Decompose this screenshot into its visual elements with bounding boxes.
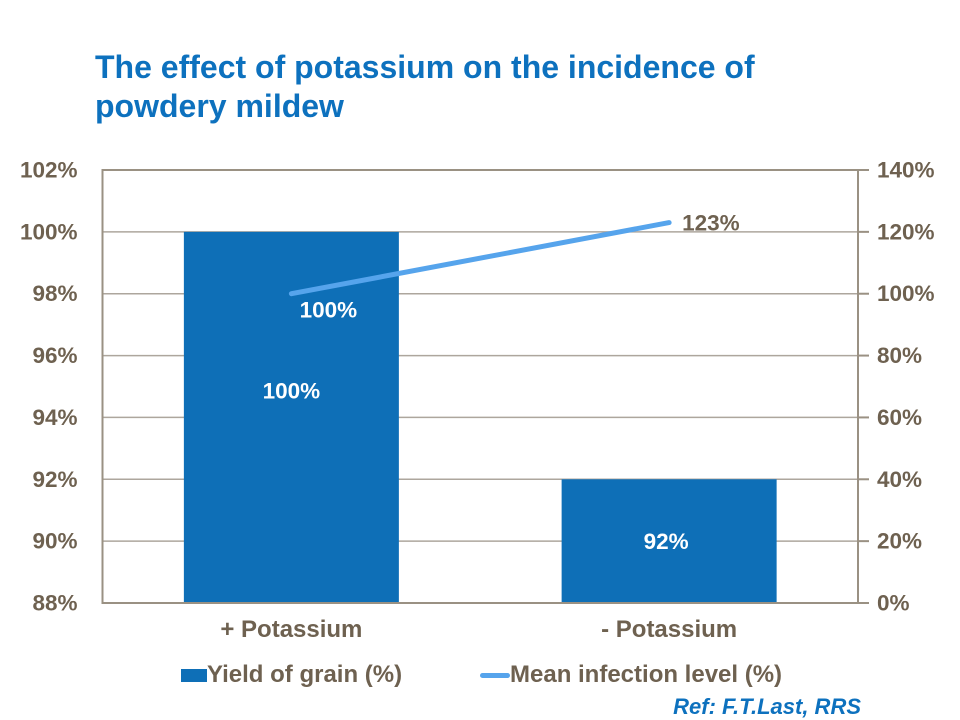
plot-border <box>101 169 859 604</box>
left-axis-tick-label: 90% <box>32 529 77 554</box>
right-axis-tick-label: 0% <box>877 591 910 616</box>
bar-plus-potassium <box>183 231 399 603</box>
right-axis-tick-label: 140% <box>877 158 935 183</box>
category-label: + Potassium <box>220 616 362 643</box>
right-axis-tick-label: 60% <box>877 405 922 430</box>
legend-label-yield: Yield of grain (%) <box>207 661 403 688</box>
right-axis-tick-label: 40% <box>877 467 922 492</box>
left-axis-tick-label: 92% <box>32 467 77 492</box>
left-axis-tick-label: 100% <box>20 219 78 244</box>
left-axis-tick-label: 102% <box>20 158 78 183</box>
left-axis-tick-label: 96% <box>32 343 77 368</box>
right-axis-tick-label: 20% <box>877 529 922 554</box>
legend-item-yield: Yield of grain (%) <box>181 660 402 690</box>
category-label: - Potassium <box>601 616 737 643</box>
reference-text: Ref: F.T.Last, RRS <box>673 694 861 719</box>
left-axis-tick-label: 94% <box>32 405 77 430</box>
legend-label-infection: Mean infection level (%) <box>510 661 783 688</box>
line-series-swatch-icon <box>480 672 510 678</box>
bar-data-label: 92% <box>644 529 689 554</box>
right-axis-tick-label: 100% <box>877 281 935 306</box>
right-axis-tick-label: 120% <box>877 219 935 244</box>
bar-series-swatch-icon <box>181 668 207 682</box>
bar-minus-potassium <box>561 479 777 603</box>
infection-line <box>288 220 672 297</box>
bar-data-label: 100% <box>263 379 321 404</box>
legend-item-infection: Mean infection level (%) <box>480 660 782 690</box>
left-axis-tick-label: 88% <box>32 591 77 616</box>
line-data-label: 123% <box>682 211 740 236</box>
slide-title: The effect of potassium on the incidence… <box>95 49 755 124</box>
left-axis-tick-label: 98% <box>32 281 77 306</box>
line-data-label: 100% <box>300 298 358 323</box>
right-axis-tick-label: 80% <box>877 343 922 368</box>
